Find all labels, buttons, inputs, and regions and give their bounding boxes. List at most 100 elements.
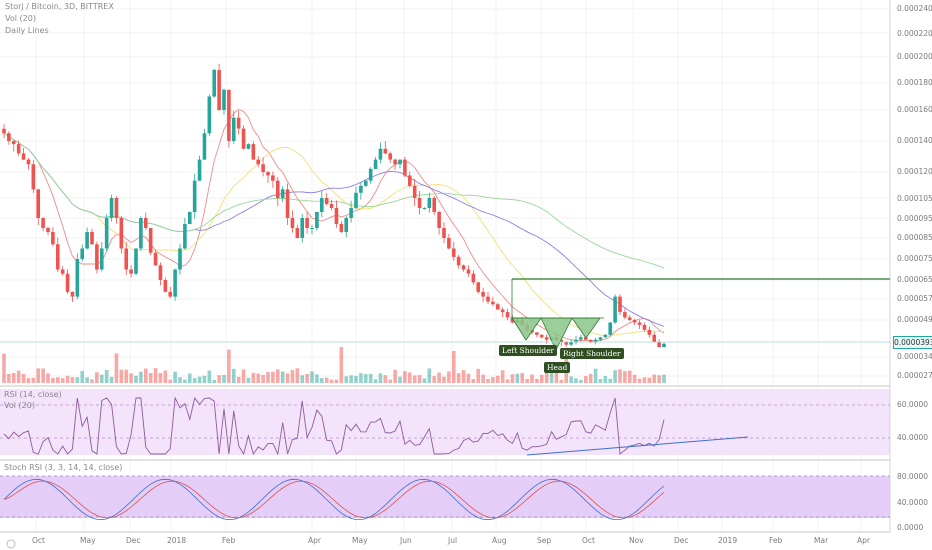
candle-body: [168, 291, 173, 297]
candle-body: [544, 337, 549, 340]
volume-bar: [559, 379, 564, 383]
stoch-title: Stoch RSI (3, 3, 14, 14, close): [4, 463, 123, 472]
volume-bar: [290, 370, 295, 383]
candle-body: [447, 238, 451, 249]
candle-body: [143, 218, 148, 228]
time-tick: Oct: [582, 536, 595, 545]
candle-body: [26, 159, 31, 165]
time-tick: Mar: [814, 536, 829, 545]
candle-body: [139, 218, 143, 249]
candle-body: [300, 218, 305, 238]
volume-bar: [417, 375, 422, 383]
volume-bar: [442, 376, 446, 383]
volume-bar: [608, 378, 613, 383]
volume-bar: [627, 370, 632, 383]
volume-bar: [246, 377, 251, 383]
candle-body: [393, 159, 397, 165]
time-tick: May: [80, 536, 96, 545]
volume-bar: [85, 377, 89, 383]
volume-bar: [373, 379, 378, 383]
volume-bar: [114, 353, 119, 383]
volume-bar: [339, 347, 344, 383]
volume-bar: [398, 376, 402, 383]
volume-bar: [466, 373, 471, 383]
time-tick: Feb: [769, 536, 783, 545]
volume-bar: [657, 375, 661, 383]
candle-body: [21, 153, 26, 160]
volume-bar: [603, 376, 608, 383]
volume-bar: [403, 371, 407, 383]
volume-bar: [51, 377, 55, 383]
volume-bar: [432, 376, 437, 383]
candle-body: [388, 153, 393, 160]
left-shoulder-label: Left Shoulder: [499, 345, 558, 356]
ma-slow-line: [3, 132, 665, 327]
volume-bar: [11, 372, 16, 383]
volume-bar: [41, 368, 45, 383]
volume-bar: [183, 379, 187, 383]
volume-bar: [476, 368, 481, 383]
volume-bar: [7, 373, 11, 383]
time-tick: Oct: [32, 536, 45, 545]
candle-body: [148, 228, 153, 253]
candle-body: [16, 144, 21, 154]
volume-bar: [447, 371, 451, 383]
candle-body: [315, 212, 319, 228]
volume-bar: [280, 371, 285, 383]
candle-body: [618, 296, 622, 313]
candle-body: [652, 334, 657, 343]
volume-bar: [153, 368, 158, 383]
volume-bar: [324, 377, 329, 383]
candle-body: [349, 208, 353, 218]
candle-body: [637, 322, 642, 325]
volume-bar: [256, 373, 261, 383]
candle-body: [310, 228, 314, 229]
volume-bar: [227, 349, 231, 383]
moving-averages: [3, 108, 665, 342]
candle-body: [236, 117, 241, 129]
volume-bar: [46, 373, 50, 383]
candle-body: [202, 133, 207, 160]
candle-body: [623, 312, 627, 318]
symbol-title: Storj / Bitcoin, 3D, BITTREX: [5, 2, 114, 11]
candle-body: [266, 172, 270, 176]
volume-bar: [139, 371, 143, 383]
volume-bar: [80, 370, 85, 383]
volume-bar: [65, 375, 70, 383]
right-shoulder-pattern: [571, 317, 601, 339]
candle-body: [11, 141, 16, 145]
candle-body: [41, 218, 45, 228]
candle-body: [339, 224, 344, 232]
volume-bar: [207, 370, 212, 383]
volume-bar: [266, 372, 270, 383]
volume-bar: [26, 378, 31, 383]
candle-body: [90, 232, 94, 245]
candle-body: [134, 248, 138, 274]
volume-bar: [588, 374, 593, 383]
time-tick: May: [352, 536, 368, 545]
volume-bar: [486, 378, 490, 383]
volume-bar: [354, 375, 358, 383]
candle-body: [417, 198, 422, 208]
volume-bar: [104, 369, 109, 383]
volume-bar: [329, 379, 334, 383]
candle-body: [535, 332, 539, 335]
candle-body: [471, 273, 476, 283]
time-tick: 2018: [167, 536, 187, 545]
candlesticks: [2, 63, 666, 348]
volume-bar: [525, 378, 529, 383]
candle-body: [613, 296, 617, 323]
candle-body: [510, 317, 515, 323]
candle-body: [2, 128, 6, 134]
candle-body: [246, 144, 251, 149]
candle-body: [368, 168, 373, 181]
candle-body: [187, 212, 192, 224]
candle-body: [354, 192, 358, 208]
candle-body: [486, 296, 490, 302]
rsi-vol-label: Vol (20): [4, 401, 35, 410]
volume-bar: [70, 377, 75, 383]
volume-bar: [632, 374, 637, 383]
candle-body: [70, 291, 75, 297]
volume-bar: [21, 374, 26, 383]
